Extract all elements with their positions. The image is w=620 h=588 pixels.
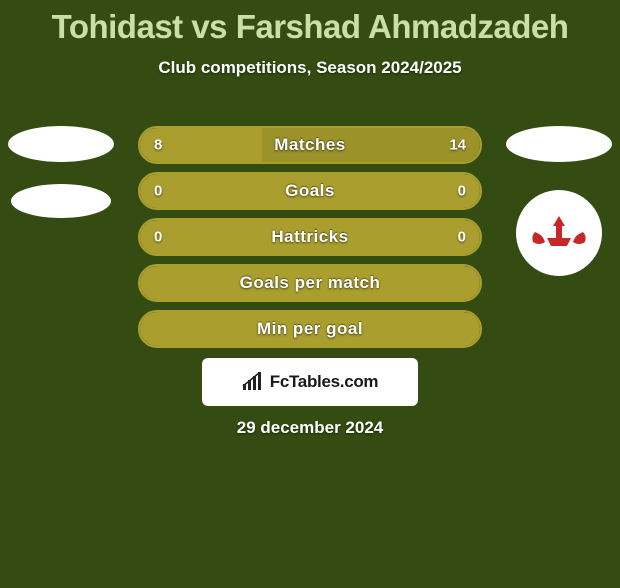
page-title: Tohidast vs Farshad Ahmadzadeh — [0, 8, 620, 46]
left-oval-1 — [11, 184, 111, 218]
bar-left-value: 0 — [154, 183, 162, 200]
bar-label: Hattricks — [271, 227, 348, 247]
club-badge — [516, 190, 602, 276]
bar-label: Min per goal — [257, 319, 363, 339]
stat-bar-goals-per-match: Goals per match — [138, 264, 482, 302]
stat-bar-min-per-goal: Min per goal — [138, 310, 482, 348]
stat-bar-matches: Matches 8 14 — [138, 126, 482, 164]
footer-brand-box: FcTables.com — [202, 358, 418, 406]
club-badge-icon — [529, 212, 589, 254]
footer-brand-text: FcTables.com — [270, 372, 379, 392]
bar-right-value: 0 — [458, 183, 466, 200]
bar-label: Goals — [285, 181, 335, 201]
bar-label: Goals per match — [240, 273, 381, 293]
bar-label: Matches — [274, 135, 346, 155]
footer-date: 29 december 2024 — [0, 418, 620, 438]
bar-left-value: 8 — [154, 137, 162, 154]
right-player-shapes — [506, 126, 612, 276]
chart-icon — [242, 372, 264, 392]
stat-bar-hattricks: Hattricks 0 0 — [138, 218, 482, 256]
bar-left-value: 0 — [154, 229, 162, 246]
bar-right-value: 14 — [449, 137, 466, 154]
bar-right-value: 0 — [458, 229, 466, 246]
right-oval-0 — [506, 126, 612, 162]
left-oval-0 — [8, 126, 114, 162]
left-player-shapes — [8, 126, 114, 218]
comparison-bars: Matches 8 14 Goals 0 0 Hattricks 0 0 Goals per ma… — [138, 126, 482, 348]
page-subtitle: Club competitions, Season 2024/2025 — [0, 58, 620, 78]
stat-bar-goals: Goals 0 0 — [138, 172, 482, 210]
